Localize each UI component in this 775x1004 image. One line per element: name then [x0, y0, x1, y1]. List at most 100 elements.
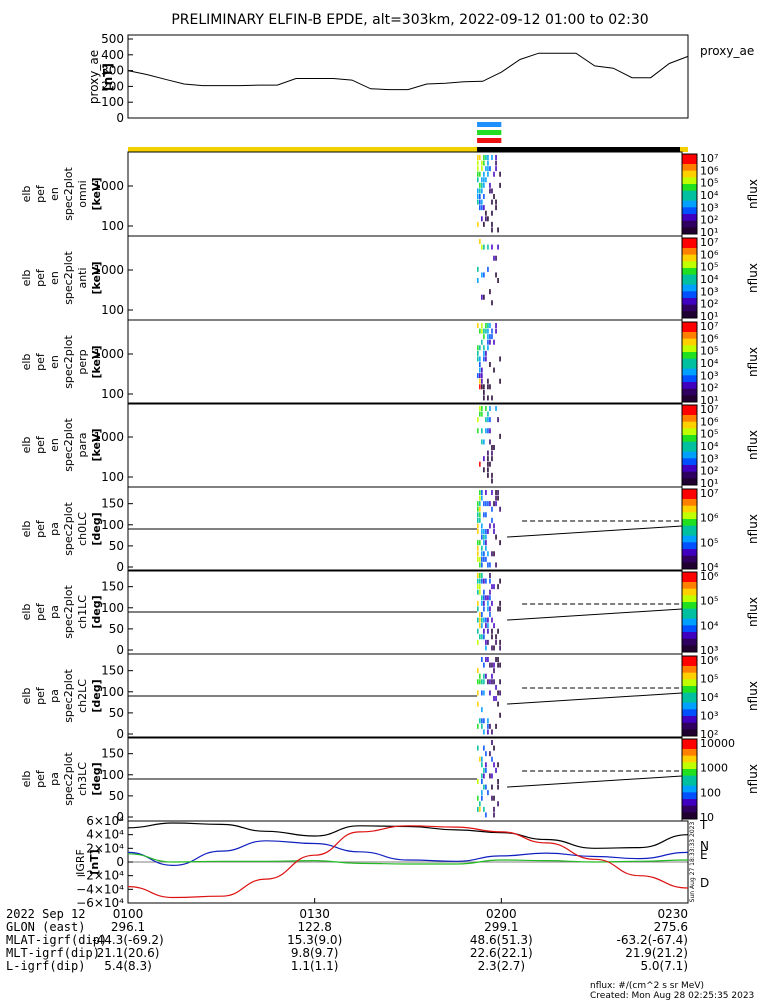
spec-ylabel-line: [keV]: [90, 428, 103, 461]
spec-cell: [499, 600, 501, 606]
xaxis-row-label: L-igrf(dip): [6, 959, 85, 973]
spec-cell: [491, 155, 493, 161]
spec-ylabel-line: ch1LC: [76, 595, 89, 629]
spec-cell: [491, 328, 493, 334]
colorbar-segment: [682, 274, 697, 279]
spec-cell: [499, 690, 501, 696]
spec-cell: [481, 439, 483, 445]
spec-panel-1: elb pef en spec2plot anti [keV]100010010⁷10⁶1…: [20, 235, 760, 323]
spec-cell: [483, 294, 485, 300]
colorbar-frame: [681, 237, 698, 319]
colorbar-segment: [682, 335, 697, 340]
figure-title: PRELIMINARY ELFIN-B EPDE, alt=303km, 202…: [171, 12, 648, 28]
spec-cell: [483, 350, 485, 356]
igrf-ytick-label: 4×10⁴: [86, 828, 124, 842]
colorbar-segment: [682, 167, 697, 172]
spec-cell: [491, 756, 493, 762]
spec-cell: [489, 595, 491, 601]
spec-cell: [487, 378, 489, 384]
spec-cell: [489, 589, 491, 595]
spec-cell: [481, 762, 483, 768]
spec-panel-3: elb pef en spec2plot para [keV]100010010⁷10⁶1…: [20, 402, 760, 490]
xaxis-row-value: 122.8: [297, 920, 331, 934]
spec-cell: [479, 495, 481, 501]
spec-cell: [481, 718, 483, 724]
spec-cell: [481, 495, 483, 501]
spec-cell: [477, 517, 479, 523]
spec-panel-7: elb pef pa spec2plot ch3LC [deg]150 100 50 0 1000…: [20, 736, 760, 824]
spec-cell: [489, 606, 491, 612]
spec-cell: [491, 784, 493, 790]
colorbar-tick-label: 10⁷: [700, 487, 718, 500]
spec-cell: [487, 160, 489, 166]
colorbar-segment: [682, 578, 697, 583]
colorbar-tick-label: 1000: [700, 762, 728, 775]
spec-ytick-label: 0: [116, 643, 124, 657]
spec-cell: [481, 205, 483, 211]
loss-cone-line-after: [507, 775, 683, 788]
colorbar-label: nflux: [746, 263, 760, 293]
spec-cell: [491, 244, 493, 250]
footer-units: nflux: #/(cm^2 s sr MeV): [590, 981, 704, 991]
spec-cell: [495, 160, 497, 166]
spec-cell: [477, 345, 479, 351]
colorbar-segment: [682, 278, 697, 282]
spec-cell: [487, 606, 489, 612]
spec-cell: [479, 578, 481, 584]
colorbar-segment: [682, 535, 697, 540]
colorbar-segment: [682, 177, 697, 182]
spec-ylabel-line: [keV]: [90, 345, 103, 378]
spec-cell: [491, 188, 493, 194]
spec-cell: [495, 534, 497, 540]
spec-cell: [481, 523, 483, 529]
spec-cell: [489, 723, 491, 729]
colorbar-segment: [682, 648, 697, 653]
colorbar-tick-label: 10⁶: [700, 332, 719, 345]
spec-cell: [485, 210, 487, 216]
spec-cell: [481, 657, 483, 663]
colorbar-tick-label: 10⁶: [700, 654, 719, 667]
spec-cell: [479, 623, 481, 629]
spec-cell: [477, 606, 479, 612]
spec-cell: [485, 556, 487, 562]
spec-ylabel-line: pef: [34, 268, 47, 287]
colorbar-segment: [682, 411, 697, 416]
colorbar-label: nflux: [746, 430, 760, 460]
spec-cell: [481, 328, 483, 334]
spec-cell: [495, 657, 497, 663]
spec-ylabel-line: elb: [20, 771, 33, 788]
xaxis-row-label: GLON (east): [6, 920, 85, 934]
colorbar-tick-label: 10⁶: [700, 512, 719, 525]
colorbar-segment: [682, 762, 697, 767]
spec-cell: [489, 166, 491, 172]
spec-ylabel-line: pef: [34, 352, 47, 371]
colorbar-segment: [682, 415, 697, 419]
spec-cell: [497, 628, 499, 634]
colorbar-segment: [682, 322, 697, 326]
colorbar-segment: [682, 709, 697, 714]
xaxis-row-label: MLT-igrf(dip): [6, 946, 100, 960]
spec-cell: [483, 600, 485, 606]
spec-cell: [487, 718, 489, 724]
colorbar-segment: [682, 662, 697, 667]
spec-cell: [483, 221, 485, 227]
spec-cell: [483, 467, 485, 473]
spec-cell: [479, 501, 481, 507]
spec-cell: [485, 617, 487, 623]
spec-cell: [487, 600, 489, 606]
spec-cell: [483, 556, 485, 562]
spec-cell: [483, 595, 485, 601]
spec-cell: [483, 345, 485, 351]
spec-cell: [483, 606, 485, 612]
spec-cell: [481, 723, 483, 729]
colorbar-segment: [682, 716, 697, 720]
colorbar-tick-label: 10⁶: [700, 164, 719, 177]
spec-cell: [491, 584, 493, 590]
colorbar-segment: [682, 408, 697, 413]
spec-cell: [481, 177, 483, 183]
colorbar-segment: [682, 759, 697, 763]
spec-cell: [491, 445, 493, 451]
colorbar-segment: [682, 572, 697, 576]
colorbar-segment: [682, 291, 697, 296]
spec-cell: [477, 578, 479, 584]
